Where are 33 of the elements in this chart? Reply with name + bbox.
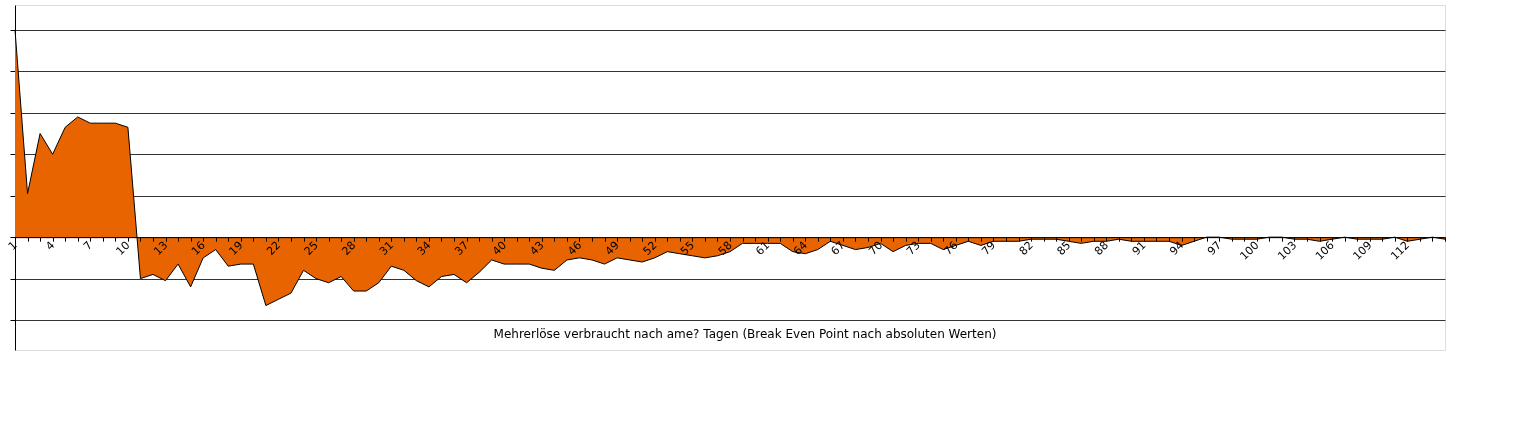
x-tick-label: 61 [753,238,773,258]
x-tick-label: 97 [1204,238,1224,258]
x-tick-label: 22 [264,238,284,258]
x-tick-label: 58 [715,238,735,258]
x-tick-label: 19 [226,238,246,258]
x-tick-label: 52 [640,238,660,258]
x-tick-label: 79 [979,238,999,258]
x-tick-label: 31 [376,238,397,258]
x-tick-label: 46 [565,238,585,258]
x-tick-label: 82 [1016,238,1036,258]
x-tick-label: 85 [1054,238,1074,258]
x-tick-label: 28 [339,238,359,258]
x-tick-label: 88 [1091,238,1112,258]
x-tick-label: 43 [527,238,547,258]
x-tick-label: 34 [414,238,434,258]
text: Mehrerlöse verbraucht nach ame? Tagen (Break Even Point nach absoluten Werten) [493,327,997,341]
x-tick-label: 73 [903,238,923,258]
x-tick-label: 13 [151,238,171,258]
x-tick-label: 40 [489,238,509,258]
x-tick-label: 4 [43,238,58,253]
x-tick-label: 76 [941,238,961,258]
x-tick-label: 49 [602,238,622,258]
x-tick-label: 55 [678,238,698,258]
x-tick-label: 7 [80,238,96,253]
x-tick-label: 91 [1129,238,1149,258]
x-tick-label: 37 [452,238,472,258]
x-tick-label: 25 [301,238,321,258]
x-tick-label: 16 [188,238,208,258]
x-tick-label: 10 [113,238,133,258]
x-tick-label: 67 [828,238,848,258]
x-tick-label: 94 [1167,238,1187,258]
x-tick-label: 70 [866,238,886,258]
x-tick-label: 64 [790,238,811,258]
